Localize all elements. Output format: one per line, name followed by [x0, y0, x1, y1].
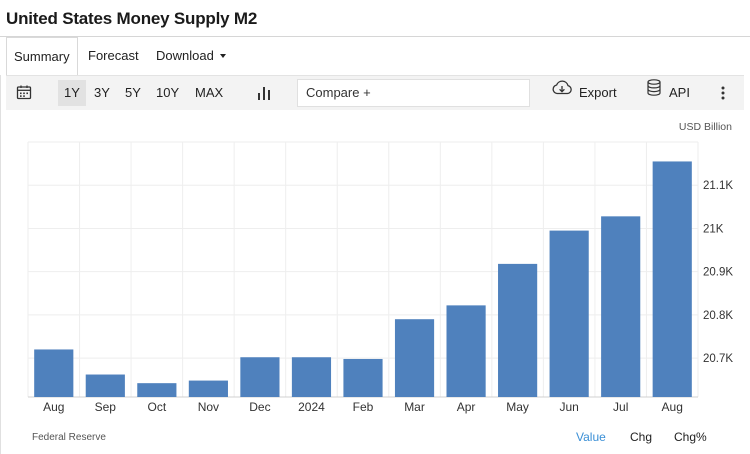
export-label: Export: [579, 85, 617, 100]
tab-download[interactable]: Download: [156, 37, 226, 75]
chart-bar[interactable]: [394, 319, 435, 397]
x-tick-label: Nov: [198, 400, 219, 414]
export-button[interactable]: Export: [551, 76, 617, 110]
y-tick-label: 20.9K: [703, 267, 733, 279]
chart-bar[interactable]: [137, 383, 177, 397]
x-tick-label: Oct: [148, 400, 167, 414]
chart-bar[interactable]: [446, 305, 486, 397]
y-tick-label: 20.8K: [703, 310, 733, 322]
unit-label: USD Billion: [679, 121, 732, 133]
x-tick-label: Jun: [559, 400, 578, 414]
range-3y-button[interactable]: 3Y: [94, 85, 110, 100]
x-tick-label: Sep: [95, 400, 117, 414]
chart-bar[interactable]: [34, 349, 74, 397]
range-1y-button[interactable]: 1Y: [58, 80, 86, 106]
tab-bar: Summary Forecast Download: [0, 37, 750, 75]
range-10y-button[interactable]: 10Y: [156, 85, 180, 100]
x-tick-label: Aug: [43, 400, 64, 414]
x-tick-label: Aug: [662, 400, 683, 414]
tab-summary[interactable]: Summary: [6, 37, 78, 75]
tab-forecast[interactable]: Forecast: [88, 48, 139, 63]
chart-bar[interactable]: [188, 380, 228, 397]
chart-bar[interactable]: [652, 161, 692, 397]
calendar-icon[interactable]: [16, 84, 32, 102]
tab-download-label: Download: [156, 48, 214, 63]
x-tick-label: Feb: [353, 400, 374, 414]
api-button[interactable]: API: [647, 76, 690, 110]
view-chg-pct-tab[interactable]: Chg%: [674, 430, 707, 444]
x-tick-label: Dec: [249, 400, 270, 414]
chart-bar[interactable]: [85, 374, 125, 397]
view-chg-tab[interactable]: Chg: [630, 430, 653, 444]
y-tick-label: 21.1K: [703, 180, 733, 192]
chart-bars: [34, 161, 692, 397]
x-axis-labels: Aug Sep Oct Nov Dec 2024 Feb Mar Apr May Jun Jul Aug: [43, 400, 683, 414]
chart-bar[interactable]: [549, 230, 589, 397]
chart-svg: USD Billion Aug Sep Oct Nov Dec 2024 Feb Mar Apr…: [27, 121, 733, 414]
chart-toolbar: 1Y 3Y 5Y 10Y MAX Compare + Export A: [6, 75, 744, 110]
database-icon: [647, 75, 661, 109]
range-5y-button[interactable]: 5Y: [125, 85, 141, 100]
cloud-download-icon: [551, 75, 573, 109]
x-tick-label: Jul: [613, 400, 628, 414]
chart-bar[interactable]: [240, 357, 280, 397]
y-tick-label: 20.7K: [703, 353, 733, 365]
x-tick-label: May: [506, 400, 529, 414]
range-max-button[interactable]: MAX: [195, 85, 224, 100]
y-axis-labels: 21.1K 21K 20.9K 20.8K 20.7K: [703, 180, 733, 365]
x-tick-label: 2024: [298, 400, 325, 414]
chart-panel: USD Billion Aug Sep Oct Nov Dec 2024 Feb Mar Apr…: [6, 110, 744, 454]
compare-input[interactable]: Compare +: [297, 79, 530, 107]
chart-bar[interactable]: [498, 263, 538, 397]
title-bar: United States Money Supply M2: [0, 0, 750, 37]
chart-bar[interactable]: [343, 358, 383, 397]
x-tick-label: Mar: [404, 400, 425, 414]
chevron-down-icon: [219, 53, 226, 58]
api-label: API: [669, 85, 690, 100]
page-title: United States Money Supply M2: [6, 9, 258, 28]
y-tick-label: 21K: [703, 223, 724, 235]
x-tick-label: Apr: [457, 400, 476, 414]
more-vertical-icon[interactable]: [720, 85, 726, 101]
view-value-tab[interactable]: Value: [576, 430, 606, 444]
chart-bar[interactable]: [601, 216, 641, 397]
chart-bar[interactable]: [291, 357, 332, 397]
source-label: Federal Reserve: [32, 432, 106, 443]
chart-grid: [27, 141, 699, 398]
bar-chart-icon[interactable]: [257, 85, 271, 101]
